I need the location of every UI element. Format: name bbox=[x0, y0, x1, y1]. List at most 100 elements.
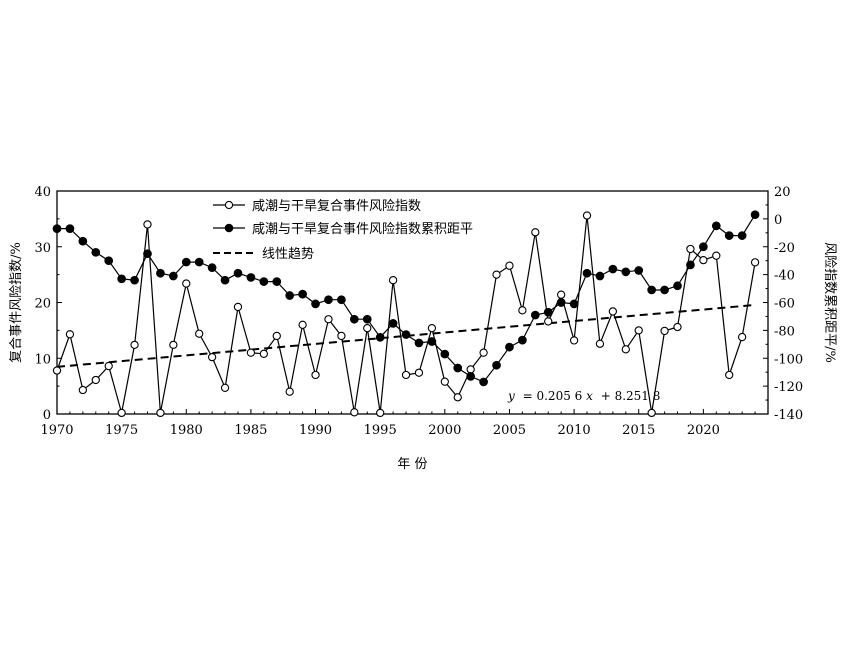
cumulative-point bbox=[91, 247, 101, 257]
index-point bbox=[621, 345, 630, 354]
index-point bbox=[324, 315, 333, 324]
index-point bbox=[453, 393, 462, 402]
index-point bbox=[531, 228, 540, 237]
index-point bbox=[427, 323, 437, 333]
cumulative-point bbox=[530, 310, 540, 320]
index-point bbox=[78, 385, 88, 395]
y-right-tick-label: 20 bbox=[774, 185, 791, 200]
y-right-tick-label: -140 bbox=[774, 408, 803, 423]
cumulative-point bbox=[634, 266, 644, 275]
index-point bbox=[220, 383, 230, 392]
index-point bbox=[647, 408, 656, 418]
trend-equation: y = 0.205 6 x + 8.251 8 bbox=[507, 389, 660, 403]
y-left-tick-label: 40 bbox=[34, 185, 51, 200]
cumulative-point bbox=[78, 236, 88, 246]
index-point bbox=[492, 270, 501, 279]
index-point bbox=[466, 365, 475, 374]
cumulative-point bbox=[259, 277, 269, 286]
cumulative-point bbox=[349, 314, 359, 324]
index-point bbox=[712, 251, 721, 260]
x-tick-label: 2000 bbox=[428, 423, 461, 438]
y-left-tick-label: 30 bbox=[34, 241, 51, 256]
index-point bbox=[207, 352, 217, 362]
cumulative-point bbox=[440, 349, 450, 359]
y-axis-left-label: 复合事件风险指数/% bbox=[9, 242, 24, 363]
index-point bbox=[104, 361, 113, 371]
cumulative-point bbox=[143, 249, 152, 259]
index-point bbox=[246, 348, 256, 357]
cumulative-point bbox=[505, 342, 514, 352]
cumulative-point bbox=[699, 242, 708, 252]
index-point bbox=[518, 306, 527, 315]
index-point bbox=[737, 332, 747, 342]
legend-cumulative-marker bbox=[224, 223, 234, 233]
cumulative-point bbox=[711, 221, 721, 231]
cumulative-point bbox=[427, 337, 437, 346]
index-point bbox=[376, 408, 385, 418]
index-point bbox=[91, 375, 100, 385]
equation-coefficient: = 0.205 6 bbox=[523, 389, 583, 403]
cumulative-point bbox=[621, 267, 631, 277]
index-point bbox=[582, 211, 592, 220]
cumulative-point bbox=[233, 268, 243, 278]
cumulative-point bbox=[724, 231, 734, 240]
cumulative-point bbox=[311, 299, 320, 309]
cumulative-point bbox=[750, 210, 760, 220]
y-right-tick-label: -120 bbox=[774, 380, 803, 395]
legend-cumulative-label: 咸潮与干旱复合事件风险指数累积距平 bbox=[252, 222, 473, 237]
cumulative-point bbox=[375, 332, 385, 342]
cumulative-point bbox=[608, 264, 618, 274]
index-point bbox=[117, 408, 126, 418]
index-point bbox=[569, 336, 579, 345]
index-point bbox=[272, 331, 281, 341]
legend-index-label: 咸潮与干旱复合事件风险指数 bbox=[252, 199, 421, 214]
x-tick-label: 2015 bbox=[622, 423, 655, 438]
cumulative-point bbox=[660, 285, 669, 295]
cumulative-point bbox=[337, 295, 346, 305]
index-point bbox=[52, 366, 62, 375]
cumulative-point bbox=[556, 298, 566, 307]
equation-intercept: + 8.251 8 bbox=[601, 389, 661, 403]
index-point bbox=[440, 377, 449, 386]
index-point bbox=[285, 387, 294, 396]
index-point bbox=[595, 339, 605, 348]
x-tick-label: 1985 bbox=[234, 423, 267, 438]
index-point bbox=[686, 244, 695, 254]
index-point bbox=[233, 302, 243, 312]
cumulative-point bbox=[130, 275, 139, 285]
y-right-tick-label: -20 bbox=[774, 241, 795, 256]
y-left-tick-label: 20 bbox=[34, 297, 51, 312]
cumulative-point bbox=[272, 277, 282, 286]
index-point bbox=[311, 370, 320, 380]
index-point bbox=[479, 348, 488, 357]
index-point bbox=[350, 408, 359, 417]
index-point bbox=[388, 276, 398, 285]
cumulative-point bbox=[492, 360, 501, 370]
cumulative-point bbox=[156, 268, 165, 278]
index-point bbox=[401, 370, 411, 380]
cumulative-point bbox=[543, 307, 553, 317]
index-point bbox=[363, 323, 372, 333]
cumulative-point bbox=[479, 377, 488, 387]
x-axis-label: 年 份 bbox=[397, 457, 427, 472]
x-tick-label: 2005 bbox=[493, 423, 526, 438]
index-point bbox=[660, 326, 669, 336]
index-point bbox=[544, 317, 553, 326]
x-tick-label: 1990 bbox=[299, 423, 332, 438]
cumulative-point bbox=[362, 314, 372, 324]
cumulative-point bbox=[401, 330, 411, 339]
cumulative-point bbox=[595, 271, 605, 281]
legend-index-marker bbox=[224, 200, 234, 210]
index-point bbox=[414, 368, 424, 377]
index-point bbox=[156, 408, 165, 418]
y-left-tick-label: 0 bbox=[43, 408, 51, 423]
index-point bbox=[143, 220, 152, 229]
cumulative-point bbox=[168, 271, 178, 281]
cumulative-point bbox=[285, 291, 295, 300]
cumulative-point bbox=[569, 299, 579, 309]
y-right-tick-label: -80 bbox=[774, 324, 795, 339]
x-tick-label: 1980 bbox=[170, 423, 203, 438]
cumulative-point bbox=[104, 256, 114, 266]
index-point bbox=[259, 349, 268, 358]
index-point bbox=[337, 331, 346, 341]
